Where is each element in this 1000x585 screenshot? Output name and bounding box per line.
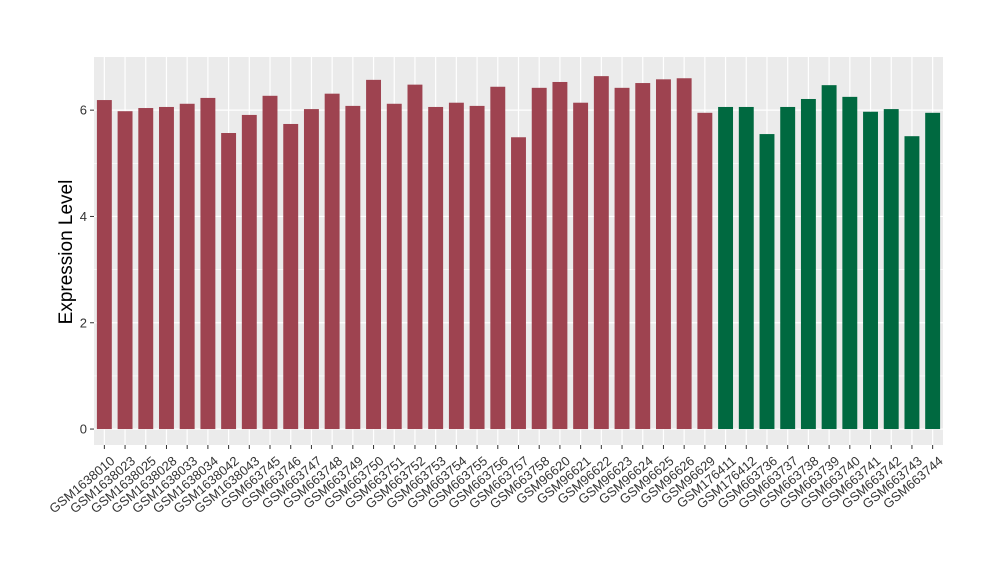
bar-GSM663746 <box>283 123 299 430</box>
y-tick-label: 6 <box>80 103 87 118</box>
bar-GSM1638042 <box>221 133 237 430</box>
bar-GSM96625 <box>655 79 671 430</box>
bar-GSM96624 <box>635 83 651 430</box>
x-axis: GSM1638010GSM1638023GSM1638025GSM1638028… <box>46 445 946 516</box>
bar-GSM663749 <box>345 105 361 430</box>
bar-GSM663738 <box>800 98 816 430</box>
bar-GSM663758 <box>531 87 547 430</box>
bar-GSM96623 <box>614 87 630 430</box>
bar-GSM96629 <box>697 112 713 430</box>
bar-GSM96626 <box>676 78 692 430</box>
bar-GSM96620 <box>552 81 568 430</box>
bar-GSM663751 <box>386 103 402 430</box>
y-axis-label: Expression Level <box>56 180 77 325</box>
bar-GSM663737 <box>780 106 796 430</box>
bar-GSM663745 <box>262 95 278 430</box>
bar-GSM1638025 <box>138 108 154 430</box>
bar-GSM96622 <box>593 76 609 430</box>
bar-GSM176411 <box>718 106 734 430</box>
bar-GSM1638034 <box>200 97 216 430</box>
bar-GSM663753 <box>428 106 444 430</box>
bar-GSM1638028 <box>159 106 174 430</box>
bar-GSM663747 <box>303 109 319 430</box>
bar-GSM663748 <box>324 93 340 430</box>
bar-GSM663752 <box>407 84 423 430</box>
bar-GSM663743 <box>904 136 920 430</box>
y-tick-label: 4 <box>80 209 87 224</box>
bar-GSM663744 <box>925 112 941 430</box>
y-axis: 0 2 4 6 <box>80 103 94 437</box>
bar-GSM176412 <box>738 106 754 430</box>
bar-GSM1638023 <box>117 111 133 430</box>
y-tick-label: 2 <box>80 315 87 330</box>
bar-GSM663739 <box>821 85 837 430</box>
bar-GSM663754 <box>448 102 464 430</box>
bar-GSM1638043 <box>241 114 257 430</box>
bar-GSM663756 <box>490 86 506 430</box>
bar-GSM663750 <box>366 79 382 430</box>
bar-GSM663755 <box>469 105 485 430</box>
y-tick-label: 0 <box>80 422 87 437</box>
bar-GSM663736 <box>759 134 775 430</box>
bar-GSM663741 <box>863 111 878 430</box>
bar-GSM96621 <box>573 102 589 430</box>
bar-GSM1638010 <box>96 100 112 430</box>
bars <box>96 76 941 430</box>
bar-GSM1638033 <box>179 103 195 430</box>
bar-GSM663742 <box>883 109 899 430</box>
bar-GSM663740 <box>842 96 858 430</box>
bar-GSM663757 <box>511 137 526 430</box>
